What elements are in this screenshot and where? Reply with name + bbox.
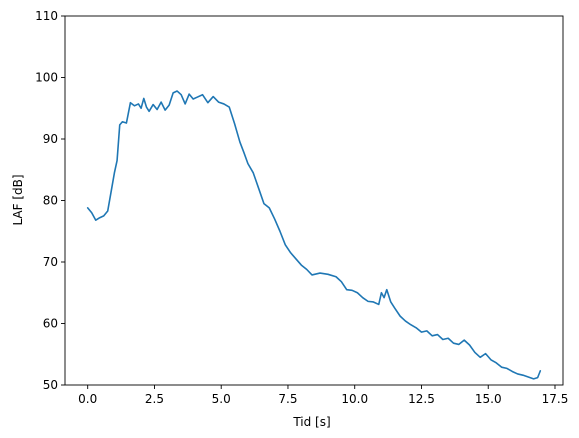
x-axis-label: Tid [s] bbox=[292, 415, 330, 429]
y-axis: 50 60 70 80 90 100 110 bbox=[35, 9, 65, 392]
y-tick-label: 110 bbox=[35, 9, 58, 23]
x-axis: 0.0 2.5 5.0 7.5 10.0 12.5 15.0 17.5 bbox=[78, 385, 568, 406]
x-tick-label: 15.0 bbox=[475, 392, 502, 406]
x-tick-label: 10.0 bbox=[341, 392, 368, 406]
x-tick-label: 17.5 bbox=[542, 392, 569, 406]
y-tick-label: 50 bbox=[43, 378, 58, 392]
y-tick-label: 90 bbox=[43, 132, 58, 146]
x-tick-label: 2.5 bbox=[145, 392, 164, 406]
y-tick-label: 80 bbox=[43, 194, 58, 208]
x-tick-label: 12.5 bbox=[408, 392, 435, 406]
series-line-0 bbox=[86, 90, 542, 380]
y-tick-label: 60 bbox=[43, 317, 58, 331]
y-tick-label: 70 bbox=[43, 255, 58, 269]
x-tick-label: 0.0 bbox=[78, 392, 97, 406]
x-tick-label: 5.0 bbox=[212, 392, 231, 406]
y-tick-label: 100 bbox=[35, 71, 58, 85]
x-tick-label: 7.5 bbox=[278, 392, 297, 406]
y-axis-label: LAF [dB] bbox=[11, 174, 25, 225]
